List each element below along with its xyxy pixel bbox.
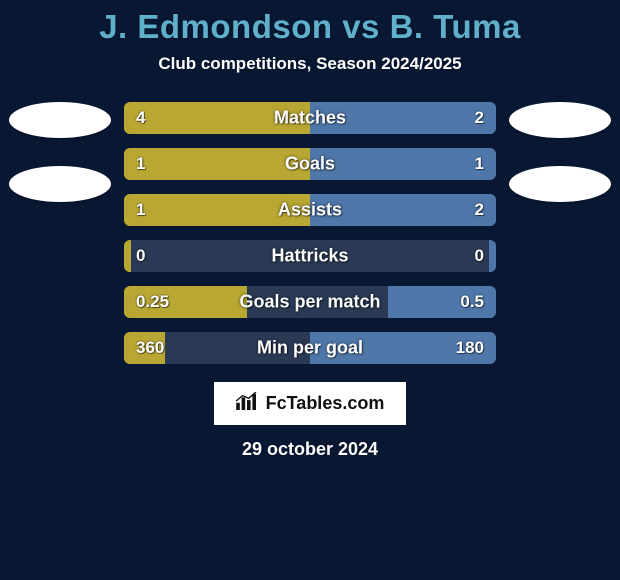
left-fill xyxy=(124,240,131,272)
comparison-area: 4 2 Matches 1 1 Goals 1 2 Assists 0 0 Hattricks 0.25… xyxy=(0,102,620,364)
left-avatar-2 xyxy=(9,166,111,202)
stat-row: 0.25 0.5 Goals per match xyxy=(124,286,496,318)
right-value: 1 xyxy=(475,154,484,174)
stat-bars: 4 2 Matches 1 1 Goals 1 2 Assists 0 0 Hattricks 0.25… xyxy=(124,102,496,364)
left-value: 1 xyxy=(136,200,145,220)
right-avatar-2 xyxy=(509,166,611,202)
stat-row: 4 2 Matches xyxy=(124,102,496,134)
stat-label: Goals per match xyxy=(239,292,380,313)
stat-label: Matches xyxy=(274,108,346,129)
brand-text: FcTables.com xyxy=(266,393,385,414)
right-player-avatars xyxy=(508,102,612,202)
right-value: 2 xyxy=(475,108,484,128)
right-value: 0 xyxy=(475,246,484,266)
stat-row: 0 0 Hattricks xyxy=(124,240,496,272)
brand-chart-icon xyxy=(236,392,258,415)
left-player-avatars xyxy=(8,102,112,202)
left-value: 1 xyxy=(136,154,145,174)
stat-row: 1 1 Goals xyxy=(124,148,496,180)
right-value: 180 xyxy=(456,338,484,358)
page-title: J. Edmondson vs B. Tuma xyxy=(99,8,521,46)
left-value: 0 xyxy=(136,246,145,266)
date-text: 29 october 2024 xyxy=(242,439,378,460)
left-value: 4 xyxy=(136,108,145,128)
subtitle: Club competitions, Season 2024/2025 xyxy=(158,54,461,74)
left-avatar-1 xyxy=(9,102,111,138)
brand-badge: FcTables.com xyxy=(214,382,407,425)
right-value: 0.5 xyxy=(460,292,484,312)
right-avatar-1 xyxy=(509,102,611,138)
stat-row: 360 180 Min per goal xyxy=(124,332,496,364)
stat-label: Assists xyxy=(278,200,342,221)
right-fill xyxy=(310,148,496,180)
left-value: 0.25 xyxy=(136,292,169,312)
stat-label: Goals xyxy=(285,154,335,175)
stat-row: 1 2 Assists xyxy=(124,194,496,226)
left-fill xyxy=(124,148,310,180)
stat-label: Min per goal xyxy=(257,338,363,359)
stat-label: Hattricks xyxy=(271,246,348,267)
left-value: 360 xyxy=(136,338,164,358)
right-value: 2 xyxy=(475,200,484,220)
right-fill xyxy=(489,240,496,272)
